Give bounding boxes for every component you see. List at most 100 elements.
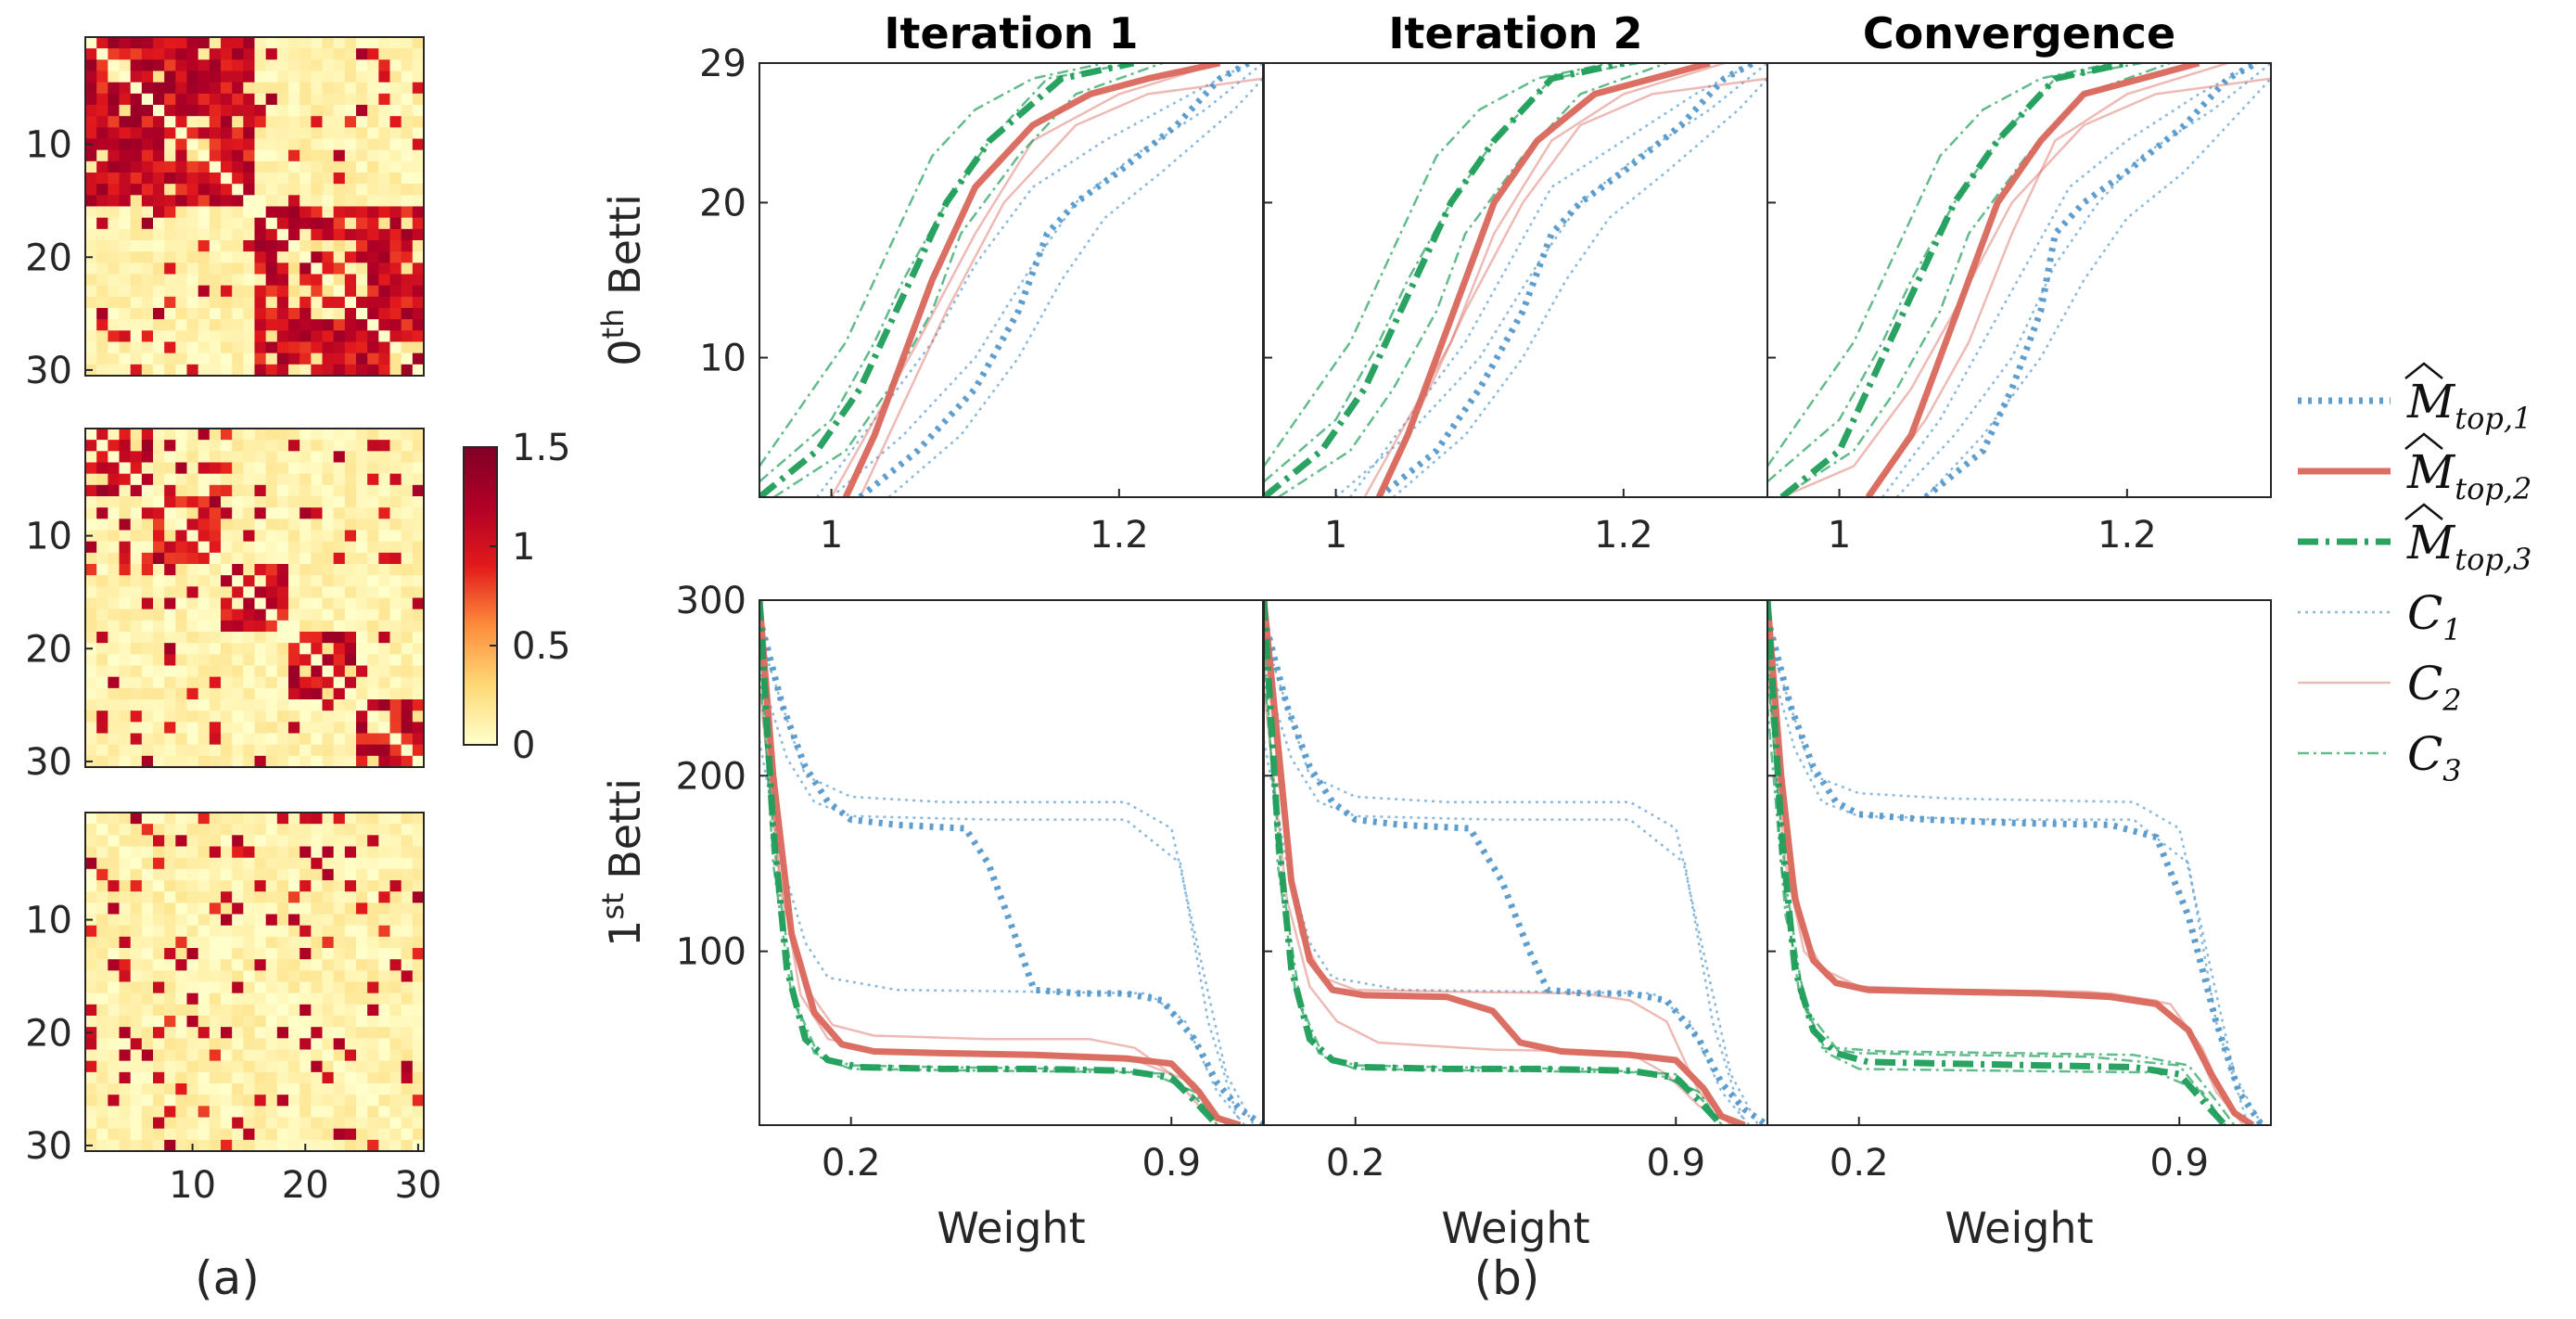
heatmap-cell [108,1128,120,1141]
heatmap-cell [243,936,255,949]
heatmap-cell [186,251,199,263]
heatmap-cell [243,643,255,655]
heatmap-cell [221,744,233,757]
heatmap-cell [186,711,199,723]
heatmap-cell [322,251,335,263]
heatmap-cell [221,643,233,655]
heatmap-cell [322,308,335,320]
heatmap-cell [356,914,368,927]
heatmap-cell [288,138,300,151]
heatmap-cell [96,105,108,117]
heatmap-cell [141,868,154,881]
heatmap-cell [389,462,402,475]
y-tick-label: 10 [25,516,72,558]
heatmap-cell [356,82,368,95]
heatmap-cell [389,654,402,666]
heatmap-cell [322,1128,335,1141]
heatmap-cell [209,496,222,508]
heatmap-cell [243,597,255,610]
heatmap-cell [300,868,312,881]
heatmap-cell [344,608,357,621]
series-c3-line-2 [772,63,1163,497]
heatmap-cell [344,813,357,825]
heatmap-cell [288,116,300,128]
heatmap-cell [311,195,323,207]
heatmap-cell [389,632,402,644]
heatmap-cell [333,364,346,377]
heatmap-cell [209,959,222,971]
heatmap-cell [209,352,222,365]
heatmap-cell [209,632,222,644]
heatmap-cell [243,676,255,689]
heatmap-cell [389,868,402,881]
heatmap-cell [300,914,312,927]
heatmap-cell [254,970,267,982]
heatmap-cell [141,722,154,734]
heatmap-cell [153,744,165,757]
heatmap-cell [221,903,233,915]
heatmap-cell [243,496,255,508]
heatmap-cell [96,948,108,960]
heatmap-cell [164,981,176,994]
heatmap-cell [288,251,300,263]
heatmap-cell [356,1027,368,1039]
heatmap-cell [265,93,278,106]
heatmap-cell [175,1106,187,1118]
heatmap-cell [243,711,255,723]
heatmap-cell [221,496,233,508]
heatmap-cell [288,552,300,565]
heatmap-cell [175,429,187,441]
heatmap-cell [232,914,244,927]
heatmap-cell [389,925,402,938]
heatmap-cell [108,296,120,309]
heatmap-cell [322,138,335,151]
heatmap-cell [186,654,199,666]
heatmap-cell [85,925,97,938]
heatmap-cell [221,195,233,207]
heatmap-cell [412,274,425,287]
heatmap-cell [232,722,244,734]
heatmap-cell [175,891,187,903]
heatmap-cell [96,429,108,441]
heatmap-cell [322,981,335,994]
heatmap-cell [153,341,165,354]
heatmap-cell [265,857,278,870]
heatmap-cell [119,364,132,377]
heatmap-cell [175,462,187,475]
heatmap-cell [412,1083,425,1095]
y-tick-label: 20 [25,1012,72,1055]
heatmap-cell [389,473,402,486]
heatmap-cell [96,160,108,173]
heatmap-cell [254,676,267,689]
heatmap-cell [130,116,143,128]
heatmap-cell [276,824,289,836]
heatmap-cell [378,948,390,960]
heatmap-cell [265,48,278,60]
heatmap-cell [130,936,143,949]
heatmap-cell [221,462,233,475]
heatmap-cell [221,1060,233,1073]
heatmap-cell [254,846,267,859]
heatmap-cell [232,341,244,354]
heatmap-cell [311,1016,323,1028]
heatmap-cell [254,1016,267,1028]
heatmap-cell [130,530,143,543]
heatmap-cell [153,364,165,377]
heatmap-cell [153,59,165,71]
series-lines [1767,63,2271,497]
heatmap-cell [164,206,176,219]
heatmap-cell [401,711,414,723]
heatmap-cell [254,251,267,263]
heatmap-cell [96,914,108,927]
heatmap-cell [265,251,278,263]
heatmap-cell [130,687,143,700]
heatmap-cell [85,597,97,610]
heatmap-cell [356,1128,368,1141]
heatmap-cell [322,496,335,508]
heatmap-cell [130,665,143,678]
heatmap-cell [96,1128,108,1141]
heatmap-cell [344,654,357,666]
heatmap-cell [119,462,132,475]
heatmap-cell [85,93,97,106]
heatmap-cell [119,530,132,543]
